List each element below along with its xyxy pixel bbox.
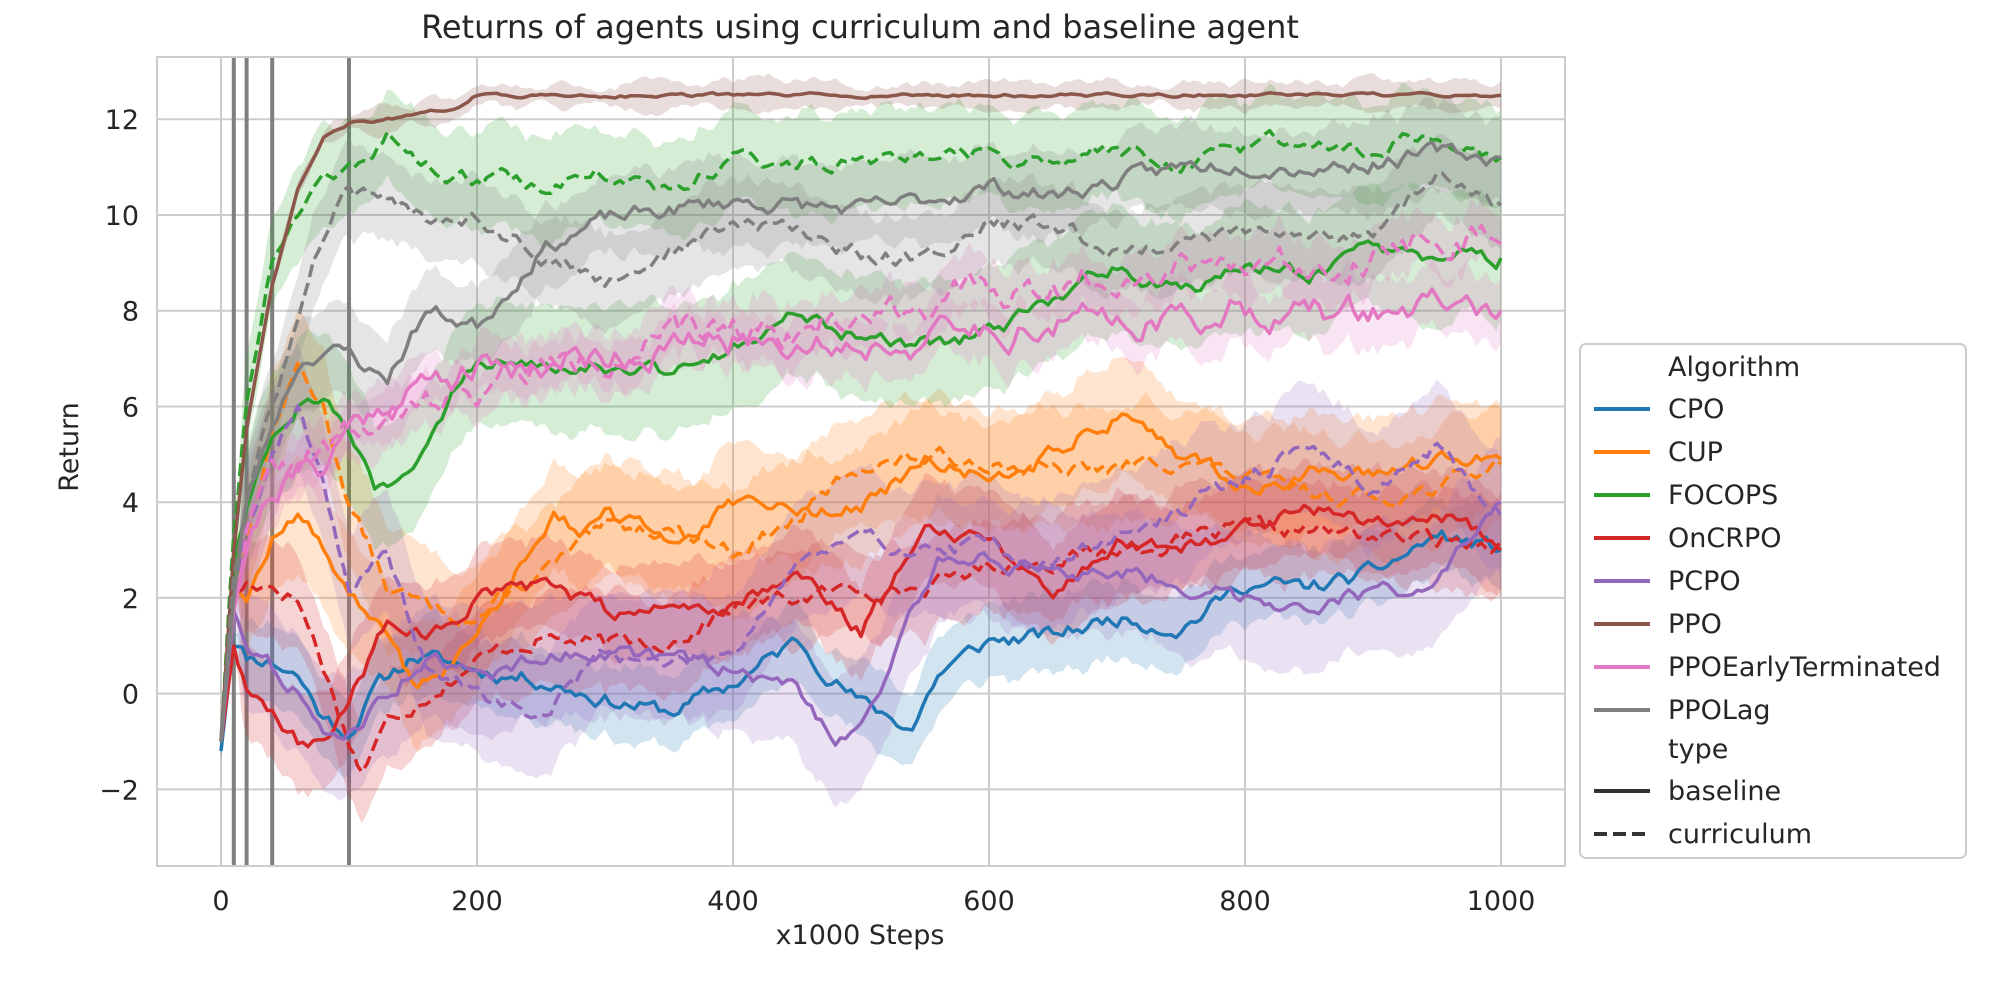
band-ppoearlyterminated-baseline [221,257,1501,749]
x-tick-label: 0 [212,886,229,917]
x-tick-label: 600 [963,886,1015,917]
y-tick-label: 12 [105,105,139,136]
legend-label-curriculum: curriculum [1668,819,1812,850]
legend: Algorithm CPO CUP FOCOPS OnCRPO PCPO PPO PPOEa… [1579,343,1967,859]
legend-box [1579,343,1967,859]
y-tick-label: 10 [105,201,139,232]
x-tick-label: 1000 [1467,886,1536,917]
x-tick-label: 400 [707,886,759,917]
band-focops-curriculum [221,81,1501,755]
line-ppoearlyterminated-baseline [219,287,1503,742]
band-cpo-baseline [221,497,1501,778]
line-ppolag-curriculum [219,171,1503,742]
y-tick-label: 6 [122,392,139,423]
legend-label-oncrpo: OnCRPO [1668,523,1782,554]
line-oncrpo-curriculum [219,514,1503,774]
y-tick-label: 2 [122,584,139,615]
legend-type-entries: baseline curriculum [1594,776,1812,850]
line-layer [219,90,1503,774]
y-tick-label: −2 [99,775,139,806]
line-cpo-baseline [219,529,1502,752]
band-focops-baseline [221,182,1501,759]
band-cup-curriculum [221,308,1501,758]
band-ppoearlyterminated-curriculum [221,197,1501,749]
band-pcpo-curriculum [221,343,1501,779]
y-tick-label: 4 [122,488,139,519]
line-oncrpo-baseline [219,503,1503,749]
legend-label-focops: FOCOPS [1668,480,1778,511]
chart-title: Returns of agents using curriculum and b… [421,8,1299,46]
legend-label-cup: CUP [1668,437,1723,468]
legend-algorithm-entries: CPO CUP FOCOPS OnCRPO PCPO PPO PPOEarlyTermina… [1594,394,1941,726]
y-axis-label: Return [54,402,85,492]
line-ppoearlyterminated-curriculum [219,223,1502,742]
y-tick-label: 0 [122,680,139,711]
legend-label-pcpo: PCPO [1668,566,1741,597]
legend-type-title: type [1668,734,1728,765]
legend-label-ppoearlyterminated: PPOEarlyTerminated [1668,652,1941,683]
legend-label-ppo: PPO [1668,609,1722,640]
x-axis-label: x1000 Steps [776,920,945,951]
plot-frame [156,56,1566,867]
legend-algorithm-title: Algorithm [1668,352,1800,383]
band-ppolag-curriculum [221,133,1501,754]
x-tick-label: 200 [451,886,503,917]
line-ppolag-baseline [219,140,1502,742]
band-ppolag-baseline [221,97,1501,753]
line-pcpo-baseline [219,500,1502,747]
line-ppo-baseline [219,90,1502,742]
band-oncrpo-baseline [221,458,1501,798]
legend-label-baseline: baseline [1668,776,1781,807]
legend-label-cpo: CPO [1668,394,1724,425]
line-focops-curriculum [219,128,1503,742]
x-tick-label: 800 [1219,886,1271,917]
tick-label-layer: 0 200 400 600 800 1000 −2 0 2 4 6 8 10 12 [99,105,1535,917]
band-pcpo-baseline [221,436,1501,808]
line-pcpo-curriculum [219,404,1503,742]
y-tick-label: 8 [122,297,139,328]
legend-label-ppolag: PPOLag [1668,695,1771,726]
